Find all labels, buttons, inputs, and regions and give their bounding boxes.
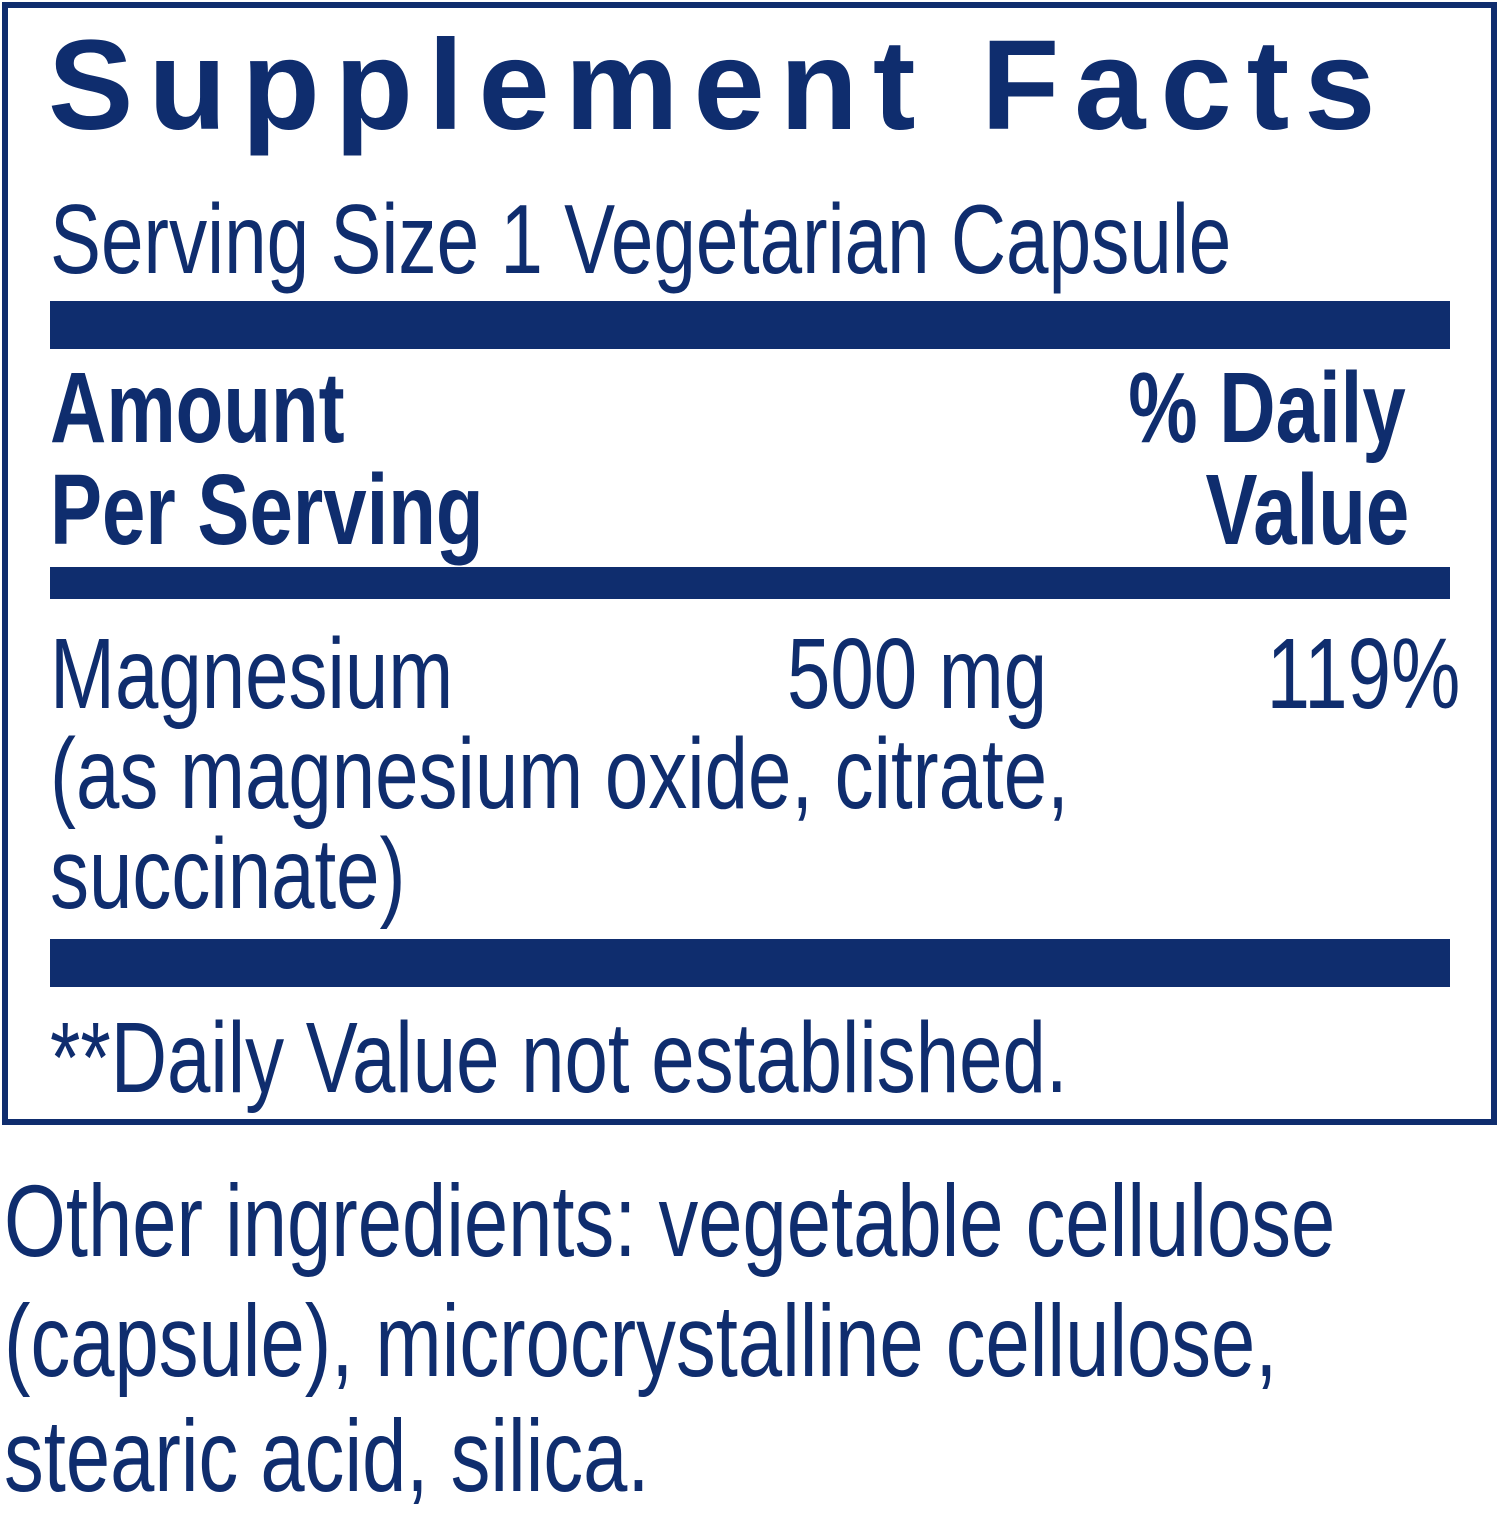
other-ingredients-line-2: (capsule), microcrystalline cellulose, bbox=[4, 1284, 1278, 1398]
nutrient-detail-line-1: (as magnesium oxide, citrate, bbox=[50, 718, 1069, 830]
panel-title: Supplement Facts bbox=[48, 14, 1391, 157]
divider-thick-bottom bbox=[50, 939, 1450, 987]
divider-medium bbox=[50, 567, 1450, 599]
nutrient-daily-value: 119% bbox=[1266, 618, 1460, 730]
header-amount: Amount bbox=[50, 352, 345, 464]
nutrient-amount: 500 mg bbox=[787, 618, 1048, 730]
header-per-serving: Per Serving bbox=[50, 454, 484, 566]
serving-size: Serving Size 1 Vegetarian Capsule bbox=[50, 184, 1232, 294]
nutrient-name: Magnesium bbox=[50, 618, 454, 730]
nutrient-detail-line-2: succinate) bbox=[50, 818, 406, 930]
supplement-facts-panel bbox=[2, 2, 1497, 1125]
header-daily: % Daily bbox=[1128, 352, 1406, 464]
other-ingredients-line-3: stearic acid, silica. bbox=[4, 1399, 650, 1513]
divider-thick bbox=[50, 301, 1450, 349]
footnote: **Daily Value not established. bbox=[50, 1002, 1068, 1114]
header-value: Value bbox=[1205, 454, 1409, 566]
other-ingredients-line-1: Other ingredients: vegetable cellulose bbox=[4, 1164, 1336, 1278]
